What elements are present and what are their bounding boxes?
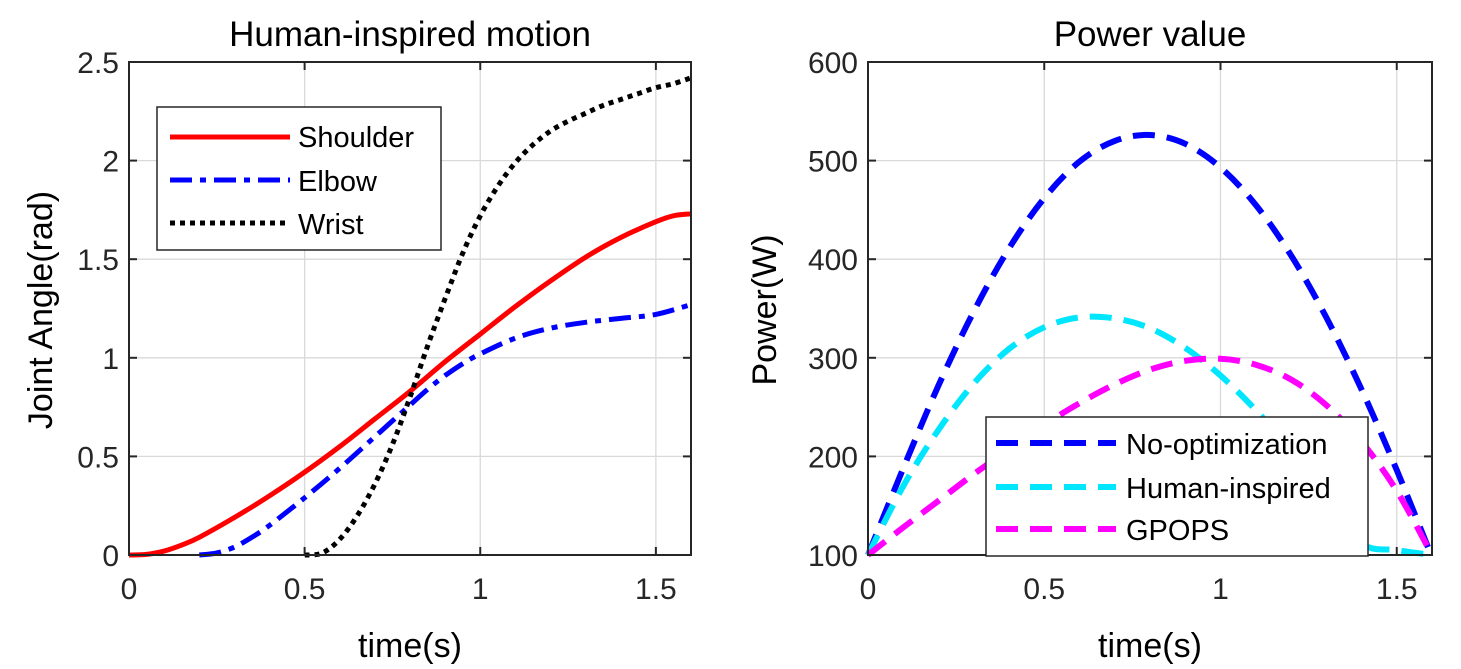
power-chart: Power value time(s) Power(W) 0 0.5 1 1.5 100…	[746, 15, 1435, 665]
x-tick-label: 1.5	[635, 573, 677, 606]
y-tick-label: 600	[808, 47, 858, 80]
x-tick-label: 0.5	[1023, 573, 1065, 606]
x-tick-label: 1	[1212, 573, 1229, 606]
legend-label-gpops: GPOPS	[1126, 515, 1229, 547]
y-axis-label: Joint Angle(rad)	[22, 191, 60, 429]
legend: Shoulder Elbow Wrist	[156, 106, 442, 251]
y-tick-label: 1.5	[77, 244, 119, 277]
legend-label-shoulder: Shoulder	[298, 122, 414, 154]
x-axis-label: time(s)	[358, 627, 462, 665]
axis-ticks: 0 0.5 1 1.5 0 0.5 1 1.5 2 2.5	[77, 47, 691, 606]
x-tick-label: 0	[121, 573, 138, 606]
legend-label-wrist: Wrist	[298, 209, 364, 241]
y-tick-label: 400	[808, 244, 858, 277]
y-tick-label: 0.5	[77, 441, 119, 474]
y-tick-label: 2.5	[77, 47, 119, 80]
y-tick-label: 500	[808, 146, 858, 179]
series-line-no-optimization	[865, 131, 1435, 559]
x-tick-label: 0	[860, 573, 877, 606]
series-line-wrist	[304, 75, 692, 558]
series-line-elbow	[199, 302, 692, 558]
y-tick-label: 100	[808, 540, 858, 573]
plot-area	[128, 75, 692, 558]
legend-label-no-optimization: No-optimization	[1126, 429, 1327, 461]
axis-ticks: 0 0.5 1 1.5 100 200 300 400 500 600	[808, 47, 1432, 606]
legend: No-optimization Human-inspired GPOPS	[985, 416, 1369, 557]
series-line-shoulder	[128, 211, 692, 558]
chart-title: Human-inspired motion	[229, 15, 591, 54]
joint-angle-chart: Human-inspired motion time(s) Joint Angl…	[22, 15, 692, 665]
y-tick-label: 200	[808, 441, 858, 474]
y-tick-label: 1	[102, 343, 119, 376]
y-tick-label: 300	[808, 343, 858, 376]
legend-label-human-inspired: Human-inspired	[1126, 473, 1331, 505]
x-axis-label: time(s)	[1098, 627, 1202, 665]
x-tick-label: 1	[472, 573, 489, 606]
y-axis-label: Power(W)	[746, 234, 784, 385]
x-tick-label: 1.5	[1376, 573, 1418, 606]
x-tick-label: 0.5	[284, 573, 326, 606]
legend-label-elbow: Elbow	[298, 166, 378, 198]
axes-frame	[128, 61, 692, 556]
y-tick-label: 0	[102, 540, 119, 573]
y-tick-label: 2	[102, 146, 119, 179]
chart-title: Power value	[1054, 15, 1247, 54]
